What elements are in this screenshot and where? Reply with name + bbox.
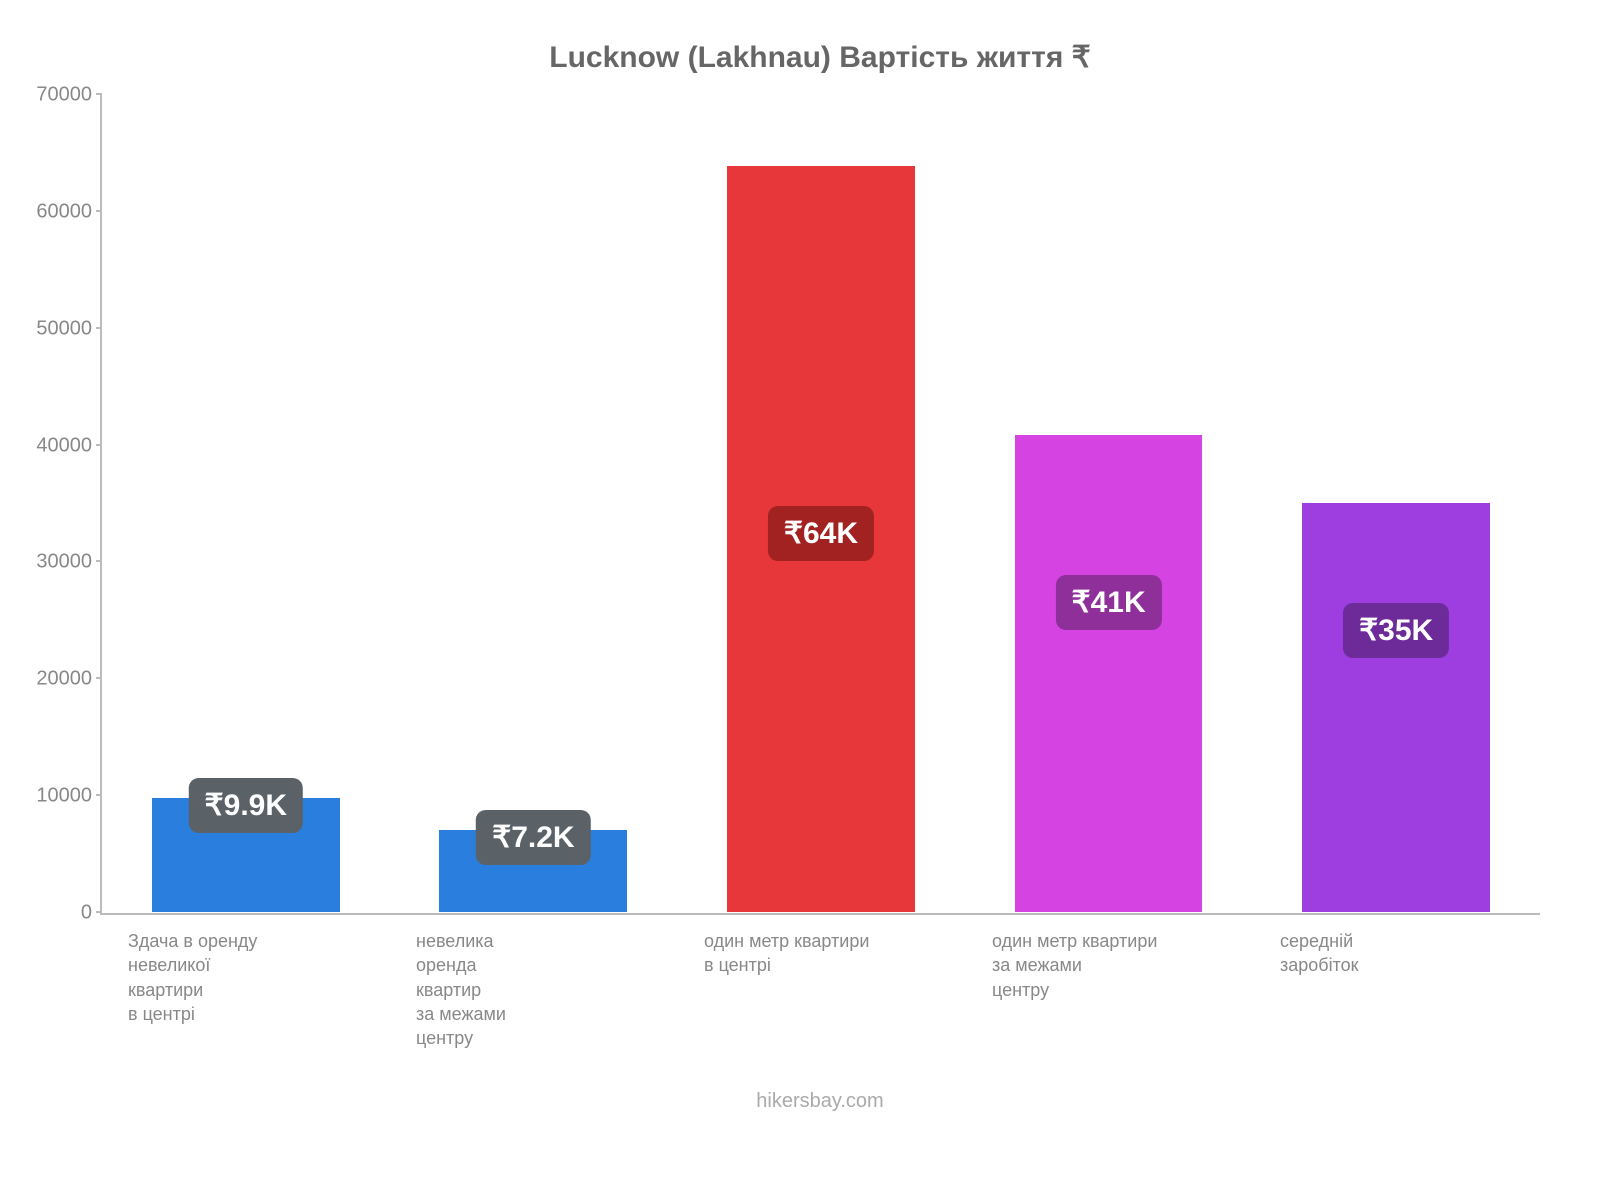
y-axis-tick-label: 0: [22, 902, 92, 925]
bar-slot: ₹7.2K: [390, 95, 678, 913]
x-axis-category-label: невелика оренда квартир за межами центру: [416, 929, 506, 1050]
bar-slot: ₹9.9K: [102, 95, 390, 913]
x-axis-category-label: один метр квартири в центрі: [704, 929, 869, 1050]
y-axis-tick-mark: [96, 794, 102, 796]
y-axis-tick-mark: [96, 327, 102, 329]
x-label-slot: один метр квартири в центрі: [676, 929, 964, 1050]
chart-source: hikersbay.com: [100, 1090, 1540, 1113]
x-axis-category-label: Здача в оренду невеликої квартири в цент…: [128, 929, 257, 1050]
bar-value-label: ₹7.2K: [476, 810, 590, 865]
x-axis-labels: Здача в оренду невеликої квартири в цент…: [100, 929, 1540, 1050]
bar-value-label: ₹41K: [1056, 575, 1162, 630]
y-axis-tick-mark: [96, 210, 102, 212]
x-label-slot: середній заробіток: [1252, 929, 1540, 1050]
bar-value-label: ₹35K: [1343, 603, 1449, 658]
y-axis-tick-label: 20000: [22, 668, 92, 691]
x-label-slot: невелика оренда квартир за межами центру: [388, 929, 676, 1050]
y-axis-tick-label: 10000: [22, 785, 92, 808]
x-axis-category-label: один метр квартири за межами центру: [992, 929, 1157, 1050]
bar: ₹35K: [1301, 502, 1491, 913]
y-axis-tick-label: 70000: [22, 84, 92, 107]
y-axis-tick-mark: [96, 560, 102, 562]
x-label-slot: один метр квартири за межами центру: [964, 929, 1252, 1050]
cost-of-living-chart: Lucknow (Lakhnau) Вартість життя ₹ ₹9.9K…: [0, 0, 1600, 1200]
chart-title: Lucknow (Lakhnau) Вартість життя ₹: [100, 40, 1540, 75]
bar: ₹9.9K: [151, 797, 341, 913]
bars-container: ₹9.9K ₹7.2K ₹64K ₹41K ₹35K: [102, 95, 1540, 913]
bar: ₹41K: [1014, 434, 1204, 913]
bar-slot: ₹35K: [1252, 95, 1540, 913]
bar-slot: ₹64K: [677, 95, 965, 913]
bar-value-label: ₹9.9K: [189, 778, 303, 833]
y-axis-tick-label: 40000: [22, 434, 92, 457]
y-axis-tick-mark: [96, 677, 102, 679]
bar: ₹7.2K: [438, 829, 628, 913]
x-label-slot: Здача в оренду невеликої квартири в цент…: [100, 929, 388, 1050]
x-axis-category-label: середній заробіток: [1280, 929, 1359, 1050]
y-axis-tick-label: 50000: [22, 317, 92, 340]
y-axis-tick-label: 60000: [22, 200, 92, 223]
y-axis-tick-mark: [96, 911, 102, 913]
y-axis-tick-label: 30000: [22, 551, 92, 574]
bar-value-label: ₹64K: [768, 506, 874, 561]
y-axis-tick-mark: [96, 444, 102, 446]
y-axis-tick-mark: [96, 93, 102, 95]
bar: ₹64K: [726, 165, 916, 913]
plot-area: ₹9.9K₹7.2K₹64K₹41K₹35K 01000020000300004…: [100, 95, 1540, 915]
bar-slot: ₹41K: [965, 95, 1253, 913]
